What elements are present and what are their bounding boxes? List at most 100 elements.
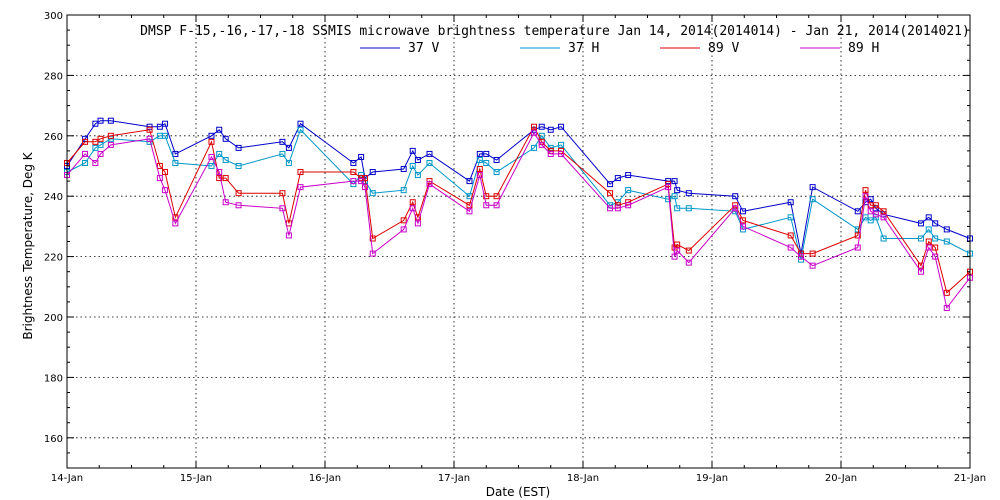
data-point [400, 187, 407, 194]
legend-label: 37 V [408, 41, 439, 56]
data-point [476, 172, 483, 179]
x-axis-label: Date (EST) [486, 485, 550, 499]
data-point [297, 126, 304, 133]
y-tick-label: 200 [44, 313, 63, 324]
data-point [400, 166, 407, 173]
data-point [917, 262, 924, 269]
data-point [146, 123, 153, 130]
data-point [880, 208, 887, 215]
data-point [558, 141, 565, 148]
data-point [943, 304, 950, 311]
data-point [279, 138, 286, 145]
data-point [172, 150, 179, 157]
data-point [350, 159, 357, 166]
y-tick-label: 220 [44, 253, 63, 264]
data-point [685, 259, 692, 266]
data-point [493, 169, 500, 176]
legend: 37 V 37 H 89 V 89 H [360, 41, 879, 56]
data-point [685, 205, 692, 212]
y-tick-label: 240 [44, 192, 63, 203]
data-point [685, 247, 692, 254]
data-point [483, 202, 490, 209]
data-point [222, 156, 229, 163]
data-point [607, 205, 614, 212]
data-point [208, 153, 215, 160]
data-point [107, 117, 114, 124]
data-point [208, 163, 215, 169]
data-point [943, 226, 950, 233]
data-point [82, 138, 89, 145]
data-point [414, 172, 421, 179]
data-point [809, 184, 816, 191]
data-point [558, 123, 565, 130]
data-point [530, 129, 537, 136]
data-point [97, 141, 104, 148]
x-tick-label: 17-Jan [438, 473, 470, 484]
series-line [66, 125, 971, 294]
data-point [222, 199, 229, 206]
data-point [409, 163, 416, 169]
series-89-v [64, 123, 973, 296]
data-point [466, 208, 473, 215]
data-point [409, 205, 416, 212]
data-point [400, 226, 407, 233]
data-point [665, 184, 672, 191]
data-point [872, 202, 879, 209]
x-tick-label: 18-Jan [567, 473, 599, 484]
data-point [409, 147, 416, 154]
data-point [297, 120, 304, 127]
data-point [285, 232, 292, 239]
data-point [880, 235, 887, 242]
x-tick-label: 14-Jan [51, 473, 83, 484]
data-point [493, 202, 500, 209]
data-point [146, 135, 153, 142]
y-tick-label: 160 [44, 434, 63, 445]
data-point [854, 244, 861, 251]
data-point [156, 175, 163, 182]
data-point [538, 132, 545, 139]
data-point [538, 141, 545, 148]
data-point [162, 120, 169, 127]
data-point [943, 238, 950, 245]
data-point [917, 220, 924, 227]
data-point [862, 193, 869, 200]
y-tick-label: 300 [44, 11, 63, 22]
data-point [671, 193, 678, 200]
data-point [146, 126, 153, 133]
data-point [854, 208, 861, 215]
data-point [216, 150, 223, 157]
data-point [867, 208, 874, 215]
data-point [285, 159, 292, 166]
data-point [674, 187, 681, 194]
data-point [172, 159, 179, 166]
data-point [674, 247, 681, 254]
y-tick-label: 260 [44, 132, 63, 143]
data-point [358, 178, 365, 185]
series-37-h [64, 126, 973, 263]
data-point [466, 178, 473, 185]
data-point [172, 220, 179, 227]
data-point [426, 159, 433, 166]
data-point [787, 244, 794, 251]
data-point [483, 150, 490, 157]
data-point [107, 141, 114, 148]
data-point [426, 181, 433, 188]
data-point [222, 175, 229, 182]
data-point [872, 211, 879, 218]
data-point [483, 193, 490, 200]
data-point [530, 123, 537, 130]
data-point [235, 202, 242, 209]
data-point [107, 132, 114, 139]
data-point [216, 169, 223, 176]
chart-title: DMSP F-15,-16,-17,-18 SSMIS microwave br… [140, 24, 970, 39]
data-point [732, 193, 739, 200]
data-point [235, 163, 242, 169]
data-point [932, 253, 939, 260]
data-point [925, 238, 932, 245]
y-axis-label: Brightness Temperature, Deg K [21, 151, 35, 339]
data-point [674, 241, 681, 248]
data-point [476, 150, 483, 157]
data-point [530, 144, 537, 151]
data-point [361, 184, 368, 191]
